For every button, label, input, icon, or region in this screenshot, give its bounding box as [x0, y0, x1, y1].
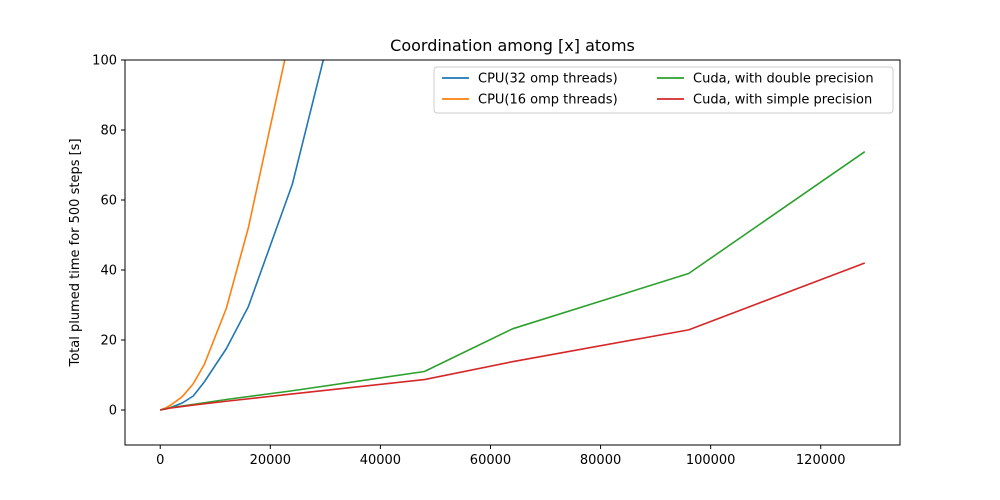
chart-title: Coordination among [x] atoms: [390, 36, 635, 55]
legend-label-1: CPU(16 omp threads): [478, 93, 618, 108]
y-axis-ticks: 0 20 40 60 80 100: [92, 54, 125, 419]
x-tick-label: 20000: [250, 453, 291, 468]
y-tick-label: 60: [100, 194, 117, 209]
x-tick-label: 0: [156, 453, 164, 468]
series-line-1: [159, 60, 286, 411]
series-line-3: [160, 262, 866, 411]
legend-label-0: CPU(32 omp threads): [478, 72, 618, 87]
series-line-2: [160, 151, 866, 411]
y-tick-label: 40: [100, 264, 117, 279]
y-axis-label: Total plumed time for 500 steps [s]: [68, 138, 83, 367]
legend: CPU(32 omp threads) CPU(16 omp threads) Cu…: [433, 66, 894, 114]
x-tick-label: 60000: [470, 453, 511, 468]
y-tick-label: 20: [100, 334, 117, 349]
y-tick-label: 100: [92, 54, 117, 69]
series-layer: [159, 60, 866, 411]
x-axis-ticks: 0 20000 40000 60000 80000 100000 120000: [156, 445, 846, 468]
y-tick-label: 80: [100, 124, 117, 139]
x-tick-label: 120000: [796, 453, 846, 468]
x-tick-label: 80000: [580, 453, 621, 468]
series-line-0: [160, 60, 325, 411]
legend-label-2: Cuda, with double precision: [693, 72, 874, 87]
x-tick-label: 40000: [360, 453, 401, 468]
x-tick-label: 100000: [686, 453, 736, 468]
plot-frame: [124, 59, 901, 446]
y-tick-label: 0: [109, 404, 117, 419]
legend-label-3: Cuda, with simple precision: [693, 93, 872, 108]
legend-box: [433, 66, 894, 114]
